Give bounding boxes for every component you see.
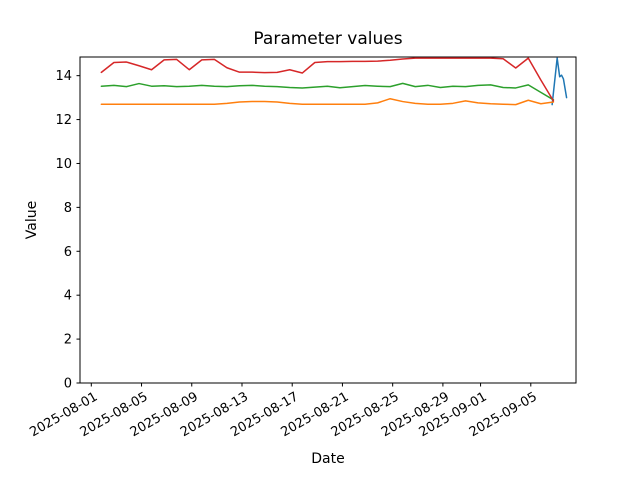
plot-area: 2025-08-012025-08-052025-08-092025-08-13… <box>27 56 577 440</box>
chart-title: Parameter values <box>253 29 402 49</box>
y-tick-label: 6 <box>64 245 72 260</box>
y-tick-label: 14 <box>55 69 72 84</box>
plot-frame <box>79 56 577 384</box>
series-blue-line <box>551 57 568 106</box>
y-tick-label: 10 <box>55 157 72 172</box>
y-tick-label: 12 <box>55 113 72 128</box>
y-axis-label: Value <box>24 201 40 239</box>
y-tick-label: 4 <box>64 289 72 304</box>
series-red-line <box>100 57 555 102</box>
x-axis-label: Date <box>311 451 344 467</box>
y-tick-label: 8 <box>64 201 72 216</box>
y-tick-label: 2 <box>64 333 72 348</box>
y-tick-label: 0 <box>64 377 72 392</box>
series-green-line <box>100 82 555 101</box>
series-orange-line <box>100 97 555 106</box>
